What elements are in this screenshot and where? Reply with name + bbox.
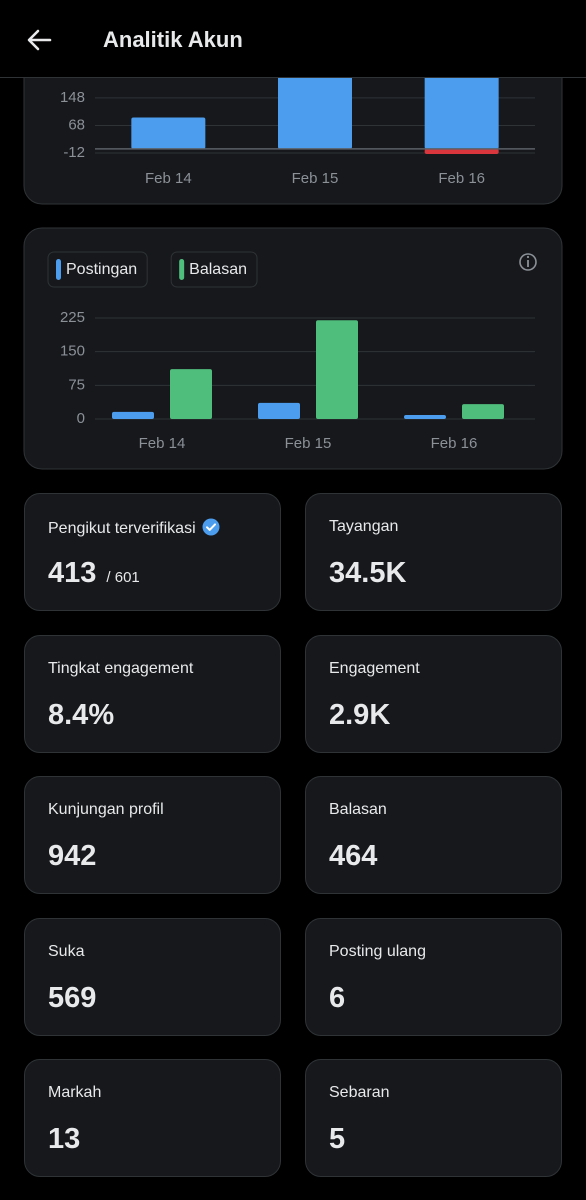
stat-card: Engagement 2.9K [305, 634, 562, 753]
stat-label: Tayangan [329, 518, 399, 535]
bar [424, 62, 499, 149]
y-tick-label: -12 [63, 144, 85, 161]
x-tick-label: Feb 15 [285, 435, 332, 452]
chart-card [23, 227, 563, 470]
x-tick-label: Feb 14 [139, 435, 186, 452]
stat-number: 413 [48, 557, 97, 589]
legend-swatch [179, 259, 185, 280]
stat-card: Tayangan 34.5K [305, 493, 562, 611]
stat-number: 942 [48, 840, 97, 872]
header-title: Analitik Akun [103, 27, 243, 52]
bar [278, 59, 352, 149]
bar [258, 402, 300, 419]
x-tick-label: Feb 15 [292, 170, 339, 187]
legend-label: Postingan [66, 261, 137, 278]
stat-number: 569 [48, 981, 97, 1014]
stat-value: 942 [48, 840, 96, 873]
info-icon[interactable] [519, 253, 537, 271]
bar [112, 411, 154, 419]
stat-number: 5 [329, 1123, 346, 1155]
stat-value: 34.5K [329, 557, 406, 590]
stat-card: Balasan 464 [305, 776, 562, 894]
x-tick-label: Feb 14 [145, 170, 192, 187]
back-button[interactable] [26, 27, 52, 53]
stat-value: 413 / 601 [48, 557, 140, 590]
bar [462, 404, 504, 419]
legend-item [47, 251, 148, 288]
stat-number: 2.9K [329, 698, 391, 731]
stat-value: 13 [48, 1123, 80, 1156]
stat-value: 2.9K [329, 699, 390, 732]
stat-card: Kunjungan profil 942 [24, 776, 281, 894]
stat-label: Engagement [329, 659, 420, 677]
bar [131, 117, 206, 149]
stat-card: Suka 569 [24, 917, 281, 1036]
legend-swatch [56, 259, 61, 280]
legend-label: Balasan [189, 261, 247, 278]
bar [170, 369, 212, 419]
stat-label: Balasan [329, 801, 387, 818]
stat-label: Sebaran [329, 1084, 390, 1101]
y-tick-label: 68 [68, 116, 85, 133]
stat-label: Markah [48, 1084, 102, 1101]
stat-secondary: / 601 [106, 569, 140, 586]
y-tick-label: 150 [60, 343, 85, 360]
stat-card: Sebaran 5 [305, 1059, 562, 1177]
verified-badge [202, 518, 220, 536]
legend-item [170, 251, 258, 288]
stat-value: 464 [329, 840, 377, 873]
y-tick-label: 75 [68, 376, 85, 393]
stat-number: 34.5K [329, 557, 407, 589]
stat-label: Posting ulang [329, 942, 426, 960]
y-tick-label: 148 [60, 89, 85, 106]
stat-number: 6 [329, 981, 346, 1014]
y-tick-label: 0 [77, 410, 85, 427]
stat-value: 569 [48, 982, 96, 1015]
stat-label: Pengikut terverifikasi [48, 518, 220, 538]
header: Analitik Akun [0, 0, 586, 78]
stat-label: Kunjungan profil [48, 801, 164, 818]
stat-card: Posting ulang 6 [305, 917, 562, 1036]
stat-label: Tingkat engagement [48, 659, 194, 677]
stat-card: Markah 13 [24, 1059, 281, 1177]
bar [316, 320, 358, 419]
stat-card: Pengikut terverifikasi 413 / 601 [24, 493, 281, 611]
x-tick-label: Feb 16 [438, 170, 485, 187]
y-tick-label: 225 [60, 309, 85, 326]
stat-number: 8.4% [48, 698, 115, 731]
x-tick-label: Feb 16 [431, 435, 478, 452]
stat-label: Suka [48, 942, 85, 960]
bar [404, 414, 446, 419]
bar [424, 148, 499, 155]
stat-value: 8.4% [48, 699, 114, 732]
stat-number: 464 [329, 840, 378, 872]
stat-value: 6 [329, 982, 345, 1015]
stat-number: 13 [48, 1123, 81, 1155]
stat-value: 5 [329, 1123, 345, 1156]
stat-card: Tingkat engagement 8.4% [24, 634, 281, 753]
